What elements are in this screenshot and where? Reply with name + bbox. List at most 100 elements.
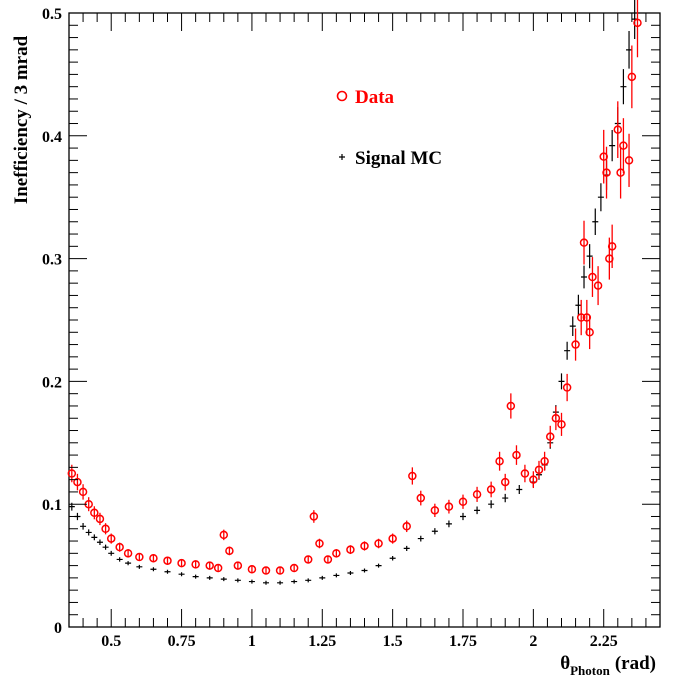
data-point	[213, 563, 223, 573]
x-tick-label: 2	[529, 633, 537, 650]
data-point	[163, 556, 172, 565]
data-point	[388, 534, 397, 543]
mc-point	[178, 572, 185, 577]
data-point	[374, 539, 383, 548]
y-tick-label: 0.2	[42, 374, 62, 391]
data-point	[619, 141, 628, 150]
data-point	[332, 549, 341, 558]
x-axis-title: θPhoton (rad)	[560, 653, 656, 678]
mc-point	[403, 545, 410, 551]
data-point	[534, 465, 544, 475]
data-point	[205, 561, 214, 570]
mc-point	[592, 208, 599, 235]
mc-point	[460, 512, 466, 521]
mc-point	[609, 129, 616, 162]
data-point	[430, 506, 440, 515]
data-point	[557, 420, 566, 429]
mc-point	[516, 484, 523, 494]
data-point	[588, 272, 597, 282]
data-point	[360, 541, 369, 551]
data-point	[624, 156, 634, 165]
y-tick-label: 0.4	[42, 129, 62, 146]
mc-point	[164, 569, 171, 574]
mc-point	[319, 575, 326, 580]
mc-point	[206, 575, 213, 580]
y-tick-label: 0.5	[42, 6, 62, 23]
data-point	[315, 539, 324, 548]
x-axis-title-unit: (rad)	[615, 653, 656, 674]
data-point	[303, 555, 313, 564]
data-point	[458, 497, 468, 506]
data-point	[613, 125, 623, 134]
data-point	[520, 469, 530, 478]
mc-point	[564, 341, 571, 360]
mc-point	[263, 580, 269, 585]
data-point	[219, 530, 229, 540]
mc-point	[488, 500, 495, 509]
data-point	[551, 413, 561, 423]
mc-point	[291, 579, 298, 584]
data-point	[73, 477, 82, 487]
mc-point	[91, 534, 98, 541]
data-point	[607, 242, 617, 251]
data-point	[247, 565, 257, 574]
mc-point	[248, 579, 255, 584]
y-tick-label: 0.1	[42, 497, 62, 514]
mc-point	[445, 520, 452, 528]
data-point	[576, 313, 586, 322]
mc-point	[575, 294, 582, 316]
mc-point	[220, 577, 227, 582]
x-tick-label: 0.5	[101, 633, 121, 650]
data-point	[275, 566, 285, 575]
data-point	[529, 475, 538, 484]
data-point	[506, 401, 516, 411]
data-point	[309, 512, 319, 521]
mc-point	[375, 563, 382, 568]
mc-point	[597, 183, 604, 212]
y-tick-label-zero: 0	[54, 620, 62, 637]
mc-point	[620, 69, 627, 105]
data-point	[627, 72, 637, 82]
mc-point	[626, 31, 633, 69]
mc-point	[102, 544, 109, 550]
legend-data-marker	[336, 90, 348, 102]
legend-mc-label: Signal MC	[355, 148, 442, 169]
legend-mc-marker	[339, 154, 345, 160]
mc-point	[333, 573, 340, 578]
mc-point	[234, 578, 241, 583]
mc-point	[558, 373, 565, 390]
x-tick-label: 1.75	[449, 633, 477, 650]
data-point	[149, 553, 158, 563]
data-point	[512, 450, 521, 460]
mc-point	[277, 580, 284, 585]
data-point	[177, 558, 186, 568]
data-point	[486, 485, 496, 494]
legend: Data Signal MC	[336, 87, 442, 169]
data-point	[579, 238, 589, 247]
data-point	[472, 490, 482, 499]
data-point	[593, 281, 603, 290]
mc-point	[474, 506, 481, 515]
x-tick-label: 2.25	[590, 633, 618, 650]
mc-point	[581, 265, 588, 289]
data-point	[78, 487, 88, 497]
mc-point	[108, 550, 115, 556]
data-point	[602, 168, 611, 177]
x-tick-label: 1.25	[308, 633, 336, 650]
x-tick-label: 1.5	[383, 633, 403, 650]
data-point	[123, 549, 133, 558]
series-layer	[67, 0, 642, 585]
legend-data-label: Data	[355, 87, 395, 108]
mc-point	[305, 578, 312, 583]
x-tick-label: 0.75	[168, 633, 196, 650]
data-point	[90, 508, 99, 518]
mc-point	[417, 535, 424, 542]
mc-point	[361, 568, 368, 573]
mc-point	[136, 564, 143, 569]
data-point	[571, 340, 580, 349]
data-point	[323, 555, 333, 564]
mc-point	[96, 539, 103, 546]
data-point	[408, 471, 417, 481]
data-point	[545, 432, 555, 441]
